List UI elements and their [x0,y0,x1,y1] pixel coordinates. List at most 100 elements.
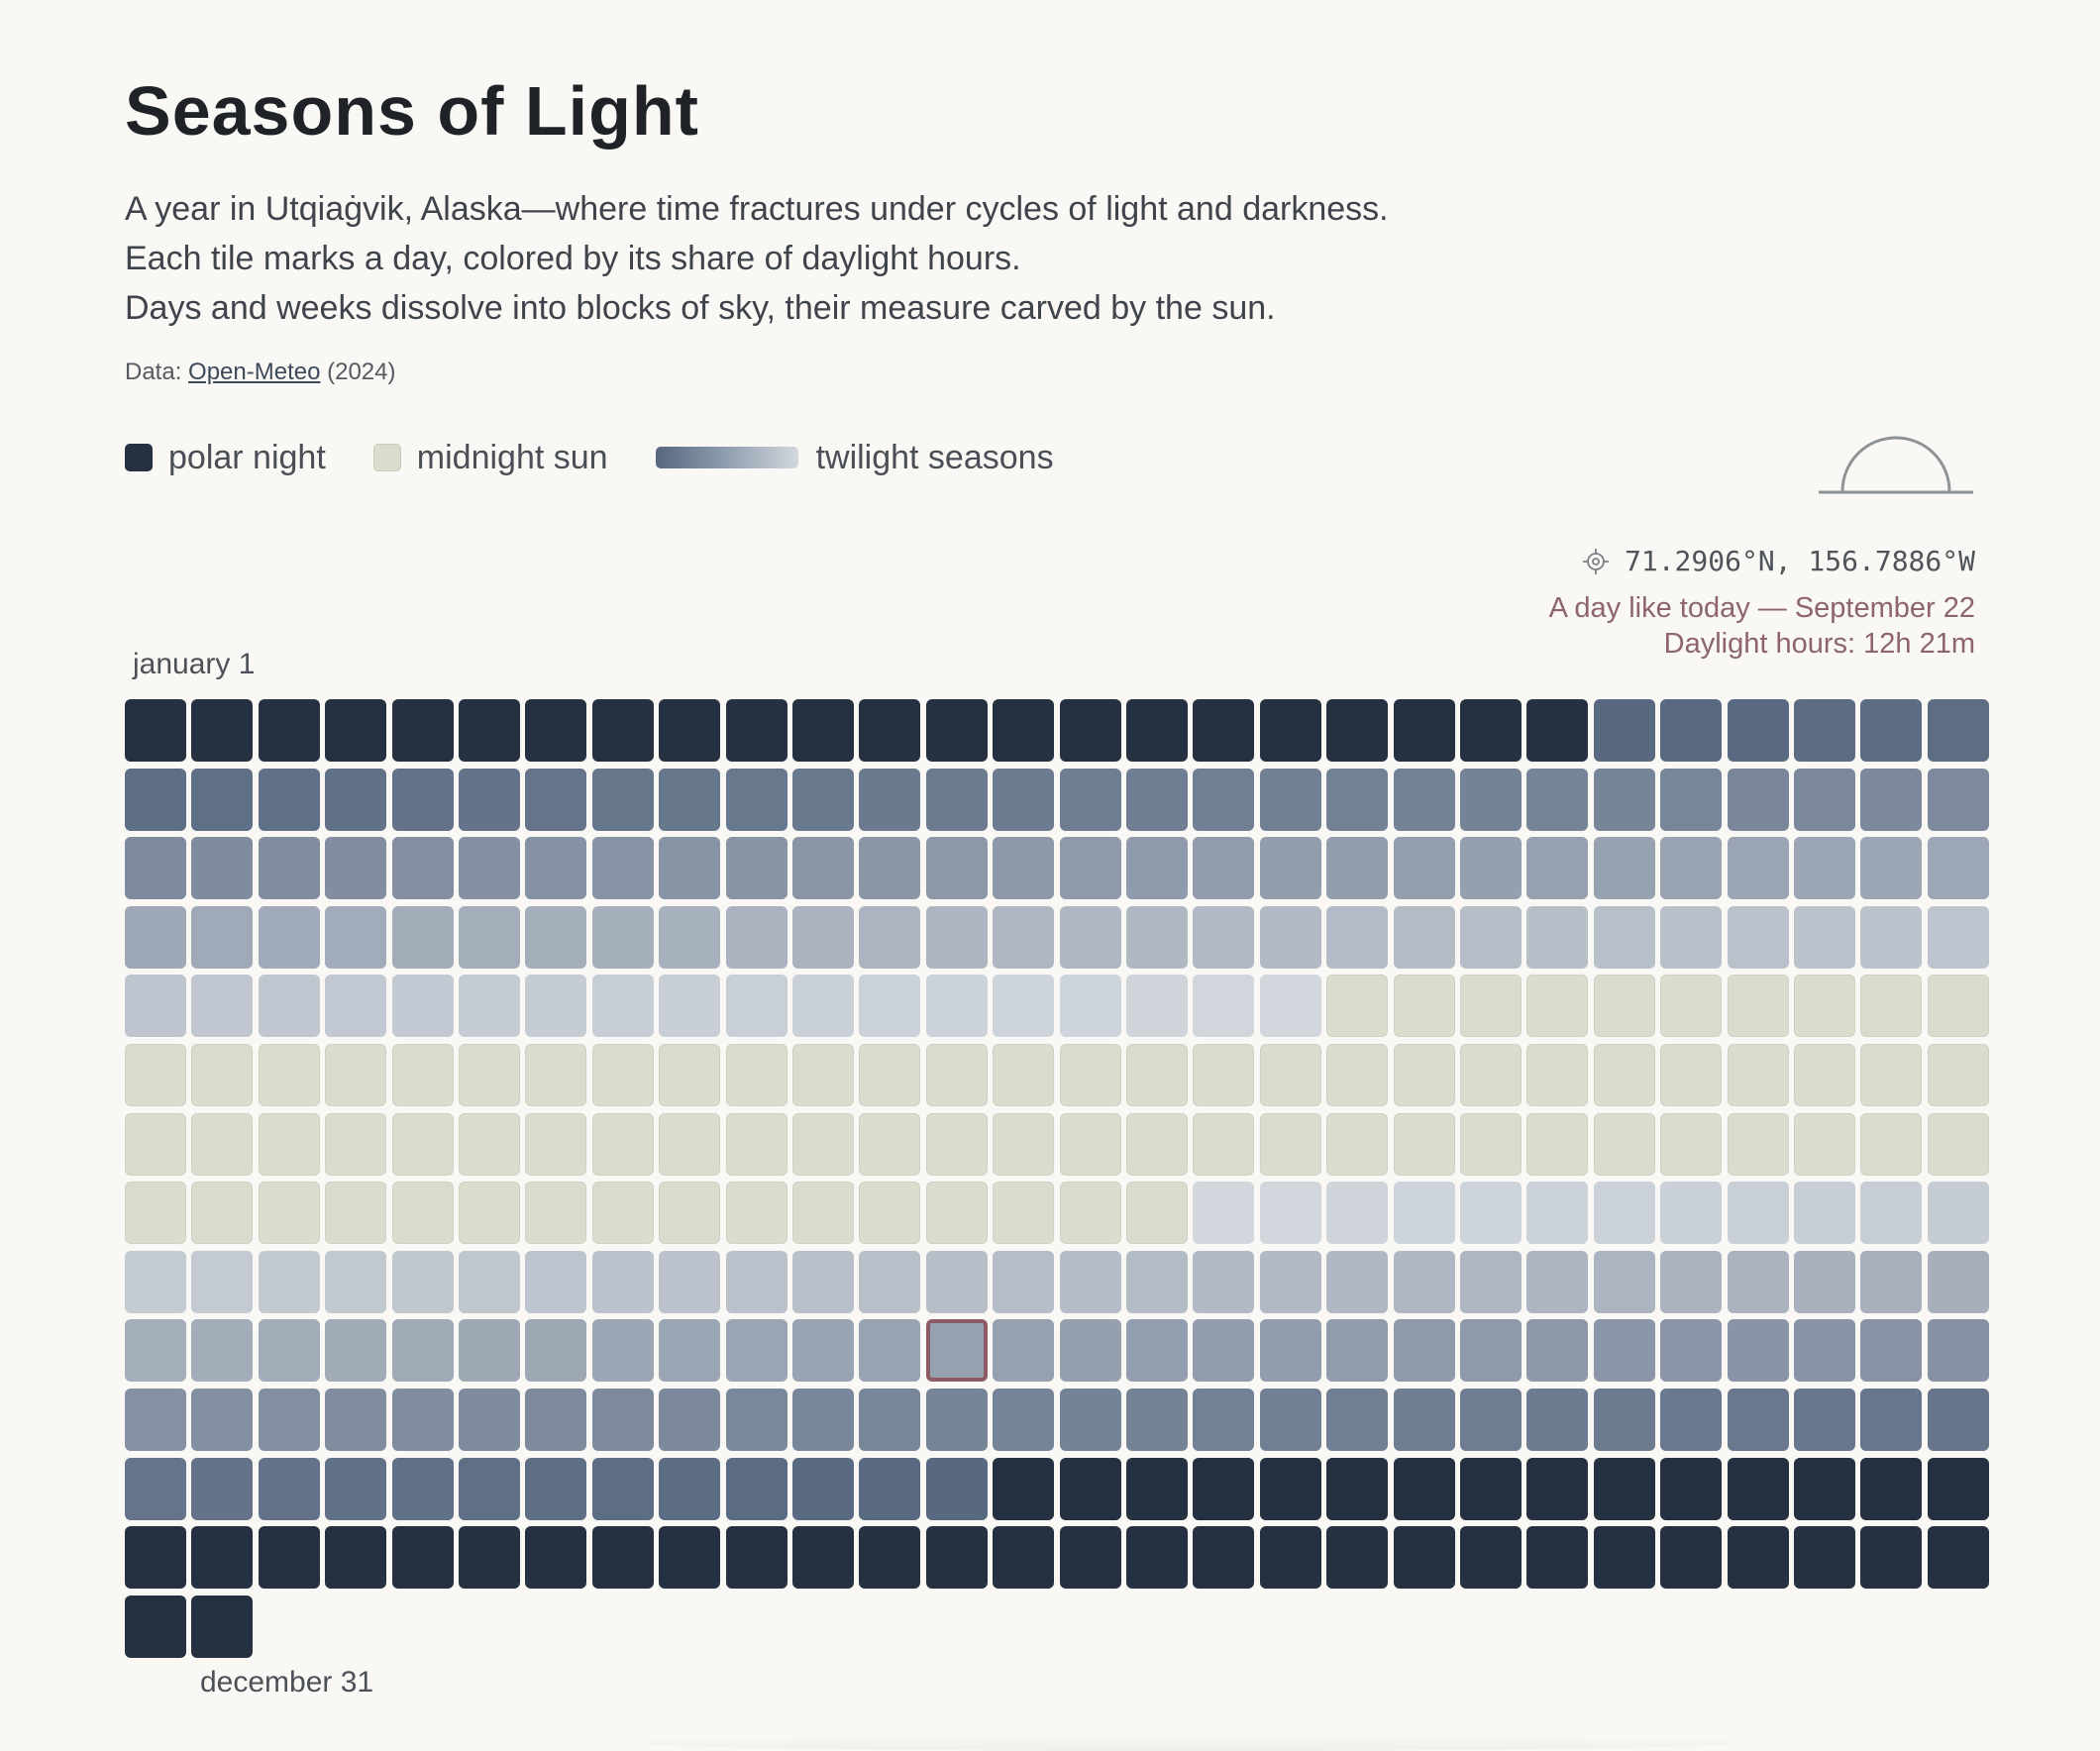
day-tile[interactable] [725,1182,788,1245]
day-tile[interactable] [993,1182,1055,1245]
day-tile[interactable] [1393,905,1455,969]
day-tile[interactable] [1593,768,1655,831]
day-tile[interactable] [191,1182,254,1245]
day-tile[interactable] [1660,1182,1723,1245]
day-tile[interactable] [258,768,320,831]
day-tile[interactable] [325,1457,387,1520]
day-tile[interactable] [1259,1389,1321,1451]
day-tile[interactable] [1193,699,1255,762]
day-tile[interactable] [1393,1044,1455,1106]
day-tile[interactable] [1259,1319,1321,1383]
day-tile[interactable] [591,699,654,762]
day-tile[interactable] [792,905,854,969]
day-tile[interactable] [659,1457,721,1520]
day-tile[interactable] [1660,1044,1723,1106]
day-tile[interactable] [191,1389,254,1451]
day-tile[interactable] [1460,699,1522,762]
day-tile[interactable] [859,975,921,1038]
day-tile[interactable] [1927,975,1989,1038]
day-tile[interactable] [125,699,186,762]
day-tile[interactable] [1794,1319,1855,1383]
day-tile[interactable] [1593,905,1655,969]
day-tile[interactable] [125,1526,186,1590]
day-tile[interactable] [591,905,654,969]
day-tile[interactable] [1526,1526,1589,1590]
day-tile[interactable] [1927,1112,1989,1176]
day-tile[interactable] [325,1112,387,1176]
day-tile[interactable] [191,1250,254,1313]
day-tile[interactable] [1794,1044,1855,1106]
day-tile[interactable] [1393,1250,1455,1313]
day-tile[interactable] [125,1182,186,1245]
day-tile[interactable] [325,1526,387,1590]
day-tile[interactable] [1059,1526,1121,1590]
day-tile[interactable] [525,1044,587,1106]
day-tile[interactable] [1393,837,1455,900]
day-tile[interactable] [1126,1457,1188,1520]
day-tile[interactable] [1326,975,1389,1038]
day-tile-highlighted[interactable] [925,1319,988,1383]
day-tile[interactable] [725,1044,788,1106]
day-tile[interactable] [125,975,186,1038]
day-tile[interactable] [792,1457,854,1520]
day-tile[interactable] [993,768,1055,831]
day-tile[interactable] [792,975,854,1038]
day-tile[interactable] [792,1182,854,1245]
day-tile[interactable] [1593,1112,1655,1176]
day-tile[interactable] [792,1250,854,1313]
day-tile[interactable] [258,975,320,1038]
day-tile[interactable] [1193,768,1255,831]
day-tile[interactable] [459,768,520,831]
day-tile[interactable] [1126,1182,1188,1245]
day-tile[interactable] [925,768,988,831]
day-tile[interactable] [925,1112,988,1176]
day-tile[interactable] [1126,1112,1188,1176]
day-tile[interactable] [1860,975,1923,1038]
day-tile[interactable] [1126,905,1188,969]
day-tile[interactable] [1326,768,1389,831]
day-tile[interactable] [1927,1389,1989,1451]
day-tile[interactable] [1126,1044,1188,1106]
day-tile[interactable] [659,905,721,969]
day-tile[interactable] [1460,1044,1522,1106]
day-tile[interactable] [859,1044,921,1106]
day-tile[interactable] [725,975,788,1038]
day-tile[interactable] [1259,1457,1321,1520]
day-tile[interactable] [792,699,854,762]
day-tile[interactable] [258,1319,320,1383]
day-tile[interactable] [1259,1112,1321,1176]
day-tile[interactable] [1794,837,1855,900]
day-tile[interactable] [1126,1250,1188,1313]
day-tile[interactable] [925,1182,988,1245]
day-tile[interactable] [1059,1044,1121,1106]
day-tile[interactable] [459,1182,520,1245]
day-tile[interactable] [859,837,921,900]
day-tile[interactable] [1526,1112,1589,1176]
day-tile[interactable] [1727,1044,1789,1106]
day-tile[interactable] [525,1112,587,1176]
day-tile[interactable] [1860,1250,1923,1313]
day-tile[interactable] [1059,1319,1121,1383]
day-tile[interactable] [1860,905,1923,969]
day-tile[interactable] [993,1112,1055,1176]
day-tile[interactable] [1660,1250,1723,1313]
day-tile[interactable] [659,1526,721,1590]
day-tile[interactable] [993,699,1055,762]
day-tile[interactable] [1393,1526,1455,1590]
day-tile[interactable] [1526,699,1589,762]
day-tile[interactable] [1193,905,1255,969]
day-tile[interactable] [1393,1182,1455,1245]
day-tile[interactable] [859,1457,921,1520]
day-tile[interactable] [1393,975,1455,1038]
day-tile[interactable] [125,1112,186,1176]
day-tile[interactable] [459,1044,520,1106]
day-tile[interactable] [391,1112,454,1176]
day-tile[interactable] [191,837,254,900]
day-tile[interactable] [525,699,587,762]
day-tile[interactable] [391,1319,454,1383]
day-tile[interactable] [1660,1319,1723,1383]
day-tile[interactable] [659,699,721,762]
day-tile[interactable] [792,1526,854,1590]
day-tile[interactable] [459,1319,520,1383]
day-tile[interactable] [258,837,320,900]
